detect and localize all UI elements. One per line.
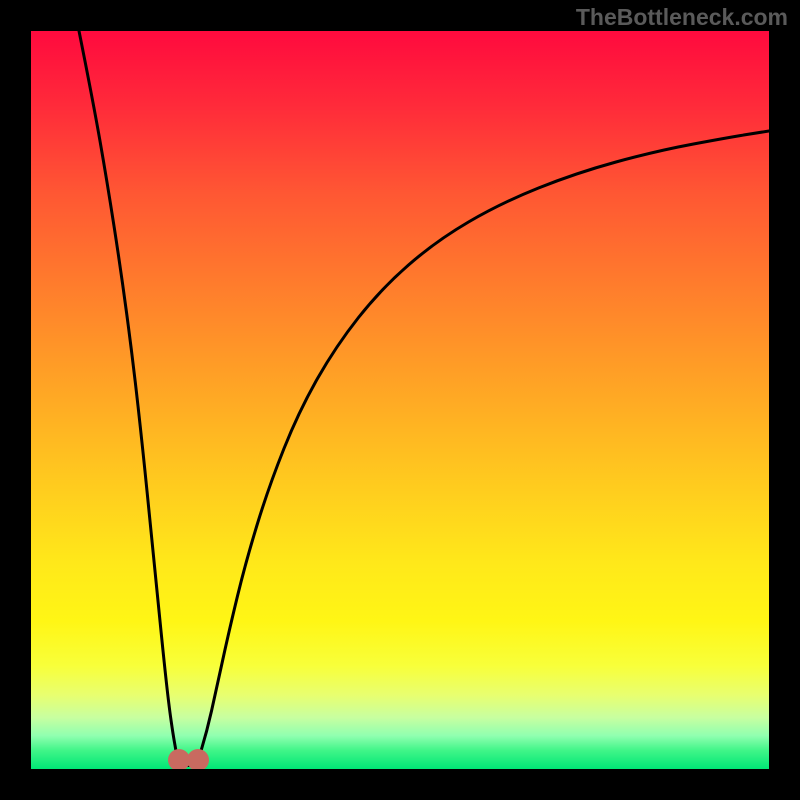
plot-area xyxy=(31,31,769,769)
dip-marker-0 xyxy=(168,749,190,769)
curve-left-branch xyxy=(79,31,176,751)
curve-layer xyxy=(31,31,769,769)
curve-right-branch xyxy=(201,131,769,751)
chart-container: TheBottleneck.com xyxy=(0,0,800,800)
watermark-text: TheBottleneck.com xyxy=(576,4,788,31)
dip-marker-1 xyxy=(187,749,209,769)
